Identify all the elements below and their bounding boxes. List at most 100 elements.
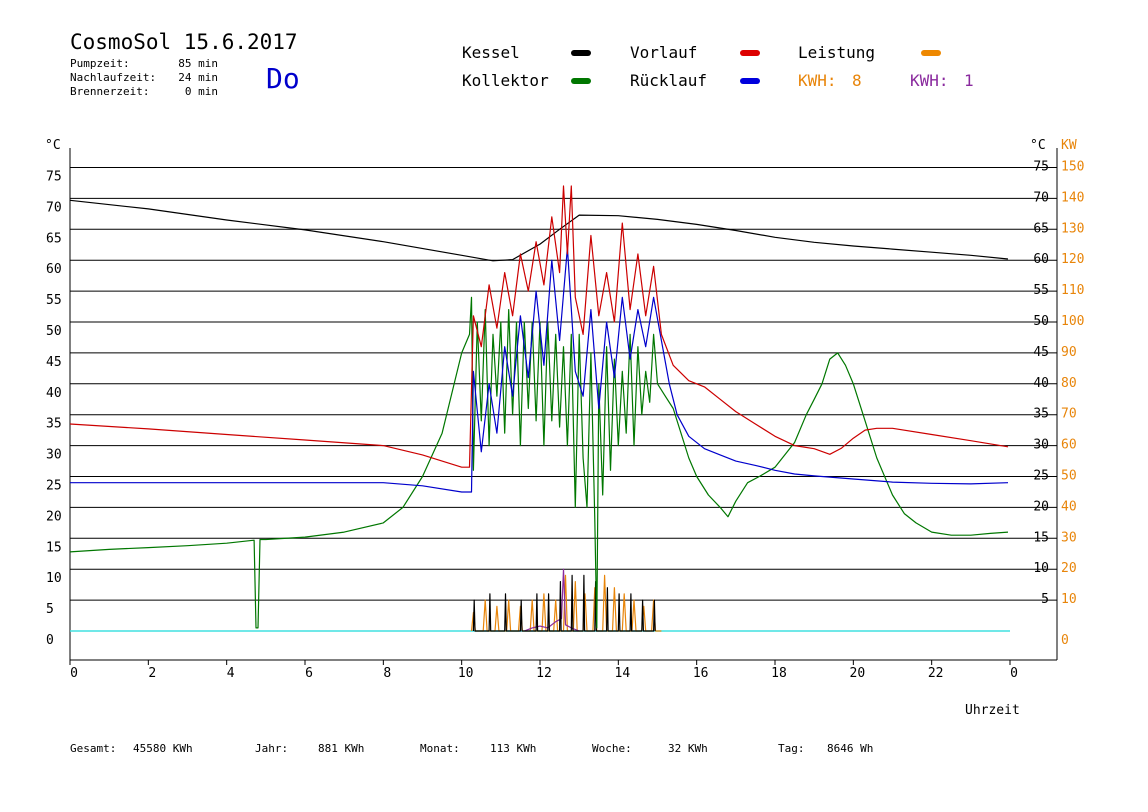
footer-woche-value: 32 KWh <box>668 742 708 755</box>
y-tick-label-left: 5 <box>46 602 54 617</box>
y-tick-label-right: 20 <box>1033 499 1049 514</box>
y-tick-label-left: 30 <box>46 448 62 463</box>
legend-swatch-vorlauf <box>740 50 760 56</box>
legend-swatch-ruecklauf <box>740 78 760 84</box>
x-tick-label: 16 <box>693 666 709 681</box>
y-tick-label-kw: 60 <box>1061 438 1077 453</box>
x-tick-label: 4 <box>227 666 235 681</box>
y-tick-label-right: 25 <box>1033 469 1049 484</box>
kwh-value-1: 8 <box>852 71 862 90</box>
chart-title: CosmoSol 15.6.2017 <box>70 30 298 54</box>
y-tick-label-kw: 80 <box>1061 376 1077 391</box>
y-tick-label-kw: 0 <box>1061 633 1069 648</box>
y-tick-label-right: 40 <box>1033 376 1049 391</box>
y-tick-label-left: 60 <box>46 262 62 277</box>
footer-gesamt-label: Gesamt: <box>70 742 117 755</box>
y-tick-label-left: 75 <box>46 170 62 185</box>
y-tick-label-right: 10 <box>1033 561 1049 576</box>
x-tick-label: 0 <box>70 666 78 681</box>
y-tick-label-left: 20 <box>46 509 62 524</box>
y-tick-label-kw: 150 <box>1061 160 1084 175</box>
y-tick-label-kw: 30 <box>1061 530 1077 545</box>
footer-jahr-label: Jahr: <box>255 742 289 755</box>
y-tick-label-right: 50 <box>1033 314 1049 329</box>
weekday: Do <box>266 62 300 95</box>
y-tick-label-kw: 120 <box>1061 252 1084 267</box>
series-line-vorlauf <box>69 185 1009 468</box>
x-tick-label: 18 <box>771 666 787 681</box>
y-tick-label-right: 65 <box>1033 221 1049 236</box>
y-tick-label-kw: 20 <box>1061 561 1077 576</box>
series-line-pumpe <box>472 574 656 632</box>
kwh-value-2: 1 <box>964 71 974 90</box>
y-axis-unit-left: °C <box>45 138 61 153</box>
legend-swatch-kessel <box>571 50 591 56</box>
footer-tag-label: Tag: <box>778 742 805 755</box>
y-tick-label-left: 10 <box>46 571 62 586</box>
y-tick-label-left: 40 <box>46 386 62 401</box>
legend-label-ruecklauf: Rücklauf <box>630 71 708 90</box>
footer-tag-value: 8646 Wh <box>827 742 874 755</box>
x-tick-label: 8 <box>383 666 391 681</box>
legend-swatch-kollektor <box>571 78 591 84</box>
kwh-label-1: KWH: <box>798 71 837 90</box>
y-tick-label-kw: 40 <box>1061 499 1077 514</box>
series-line-leistung <box>470 574 662 632</box>
brennerzeit-label: Brennerzeit: <box>70 85 150 98</box>
y-tick-label-right: 45 <box>1033 345 1049 360</box>
y-tick-label-right: 5 <box>1041 592 1049 607</box>
pumpzeit-label: Pumpzeit: <box>70 57 130 70</box>
y-tick-label-kw: 100 <box>1061 314 1084 329</box>
footer-gesamt-value: 45580 KWh <box>133 742 193 755</box>
legend-label-vorlauf: Vorlauf <box>630 43 698 62</box>
footer-jahr-value: 881 KWh <box>318 742 365 755</box>
y-tick-label-right: 15 <box>1033 530 1049 545</box>
pumpzeit-value: 85 min <box>178 57 218 70</box>
y-axis-unit-right: °C <box>1030 138 1046 153</box>
nachlaufzeit-label: Nachlaufzeit: <box>70 71 157 84</box>
y-tick-label-right: 55 <box>1033 283 1049 298</box>
y-tick-label-kw: 70 <box>1061 407 1077 422</box>
y-tick-label-left: 45 <box>46 355 62 370</box>
x-tick-label: 2 <box>148 666 156 681</box>
brennerzeit-value: 0 min <box>184 85 218 98</box>
y-tick-label-kw: 140 <box>1061 190 1084 205</box>
x-tick-label: 6 <box>305 666 313 681</box>
y-tick-label-left: 25 <box>46 479 62 494</box>
legend-label-kollektor: Kollektor <box>462 71 549 90</box>
y-tick-label-left: 50 <box>46 324 62 339</box>
y-tick-label-left: 65 <box>46 231 62 246</box>
y-tick-label-kw: 90 <box>1061 345 1077 360</box>
x-tick-label: 14 <box>615 666 631 681</box>
x-tick-label: 0 <box>1010 666 1018 681</box>
y-tick-label-left: 15 <box>46 540 62 555</box>
legend-swatch-leistung <box>921 50 941 56</box>
y-tick-label-right: 70 <box>1033 190 1049 205</box>
y-tick-label-right: 60 <box>1033 252 1049 267</box>
y-tick-label-left: 70 <box>46 200 62 215</box>
y-tick-label-right: 30 <box>1033 438 1049 453</box>
nachlaufzeit-value: 24 min <box>178 71 218 84</box>
y-tick-label-kw: 130 <box>1061 221 1084 236</box>
y-tick-label-right: 75 <box>1033 160 1049 175</box>
x-axis-label: Uhrzeit <box>965 703 1020 718</box>
y-tick-label-kw: 10 <box>1061 592 1077 607</box>
footer-woche-label: Woche: <box>592 742 632 755</box>
kwh-label-2: KWH: <box>910 71 949 90</box>
x-tick-label: 22 <box>928 666 944 681</box>
y-tick-label-left: 35 <box>46 417 62 432</box>
footer-monat-label: Monat: <box>420 742 460 755</box>
legend-label-kessel: Kessel <box>462 43 520 62</box>
series-line-kollektor <box>69 296 1009 629</box>
y-tick-label-kw: 50 <box>1061 469 1077 484</box>
legend-label-leistung: Leistung <box>798 43 876 62</box>
x-tick-label: 12 <box>536 666 552 681</box>
y-tick-label-left: 0 <box>46 633 54 648</box>
series-line-kessel <box>69 199 1009 262</box>
footer-monat-value: 113 KWh <box>490 742 537 755</box>
y-tick-label-right: 35 <box>1033 407 1049 422</box>
y-axis-unit-kw: KW <box>1061 138 1077 153</box>
x-tick-label: 20 <box>850 666 866 681</box>
x-tick-label: 10 <box>458 666 474 681</box>
y-tick-label-kw: 110 <box>1061 283 1084 298</box>
